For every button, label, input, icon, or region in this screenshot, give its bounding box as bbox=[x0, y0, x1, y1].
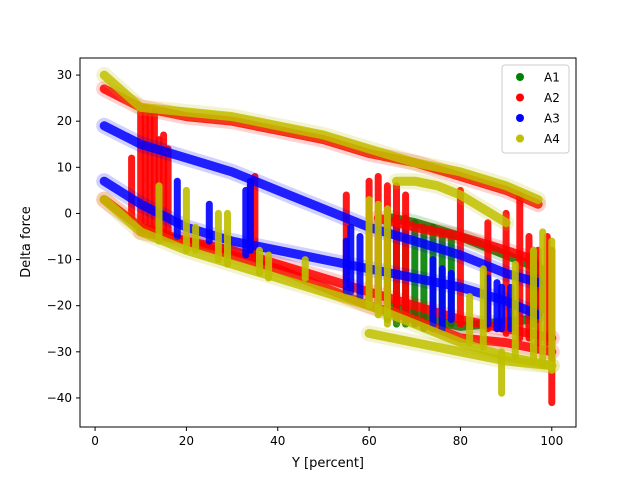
legend-label-A3: A3 bbox=[544, 112, 560, 126]
x-tick-label: 60 bbox=[361, 434, 376, 448]
y-tick-label: 20 bbox=[57, 114, 72, 128]
legend-marker-A2 bbox=[516, 93, 524, 102]
legend-marker-A3 bbox=[516, 114, 524, 122]
legend: A1 A2 A3 A4 bbox=[501, 64, 570, 154]
y-tick-label: −40 bbox=[47, 391, 72, 405]
axes-frame bbox=[79, 57, 577, 428]
x-tick-label: 0 bbox=[91, 434, 99, 448]
y-tick-label: 30 bbox=[57, 68, 72, 82]
series-A3 bbox=[96, 117, 547, 333]
plot-area bbox=[96, 67, 560, 407]
x-tick-label: 40 bbox=[270, 434, 285, 448]
legend-marker-A4 bbox=[516, 134, 524, 143]
series-A4-band bbox=[99, 195, 557, 371]
x-axis-label: Y [percent] bbox=[291, 456, 364, 471]
series-A3-band bbox=[99, 121, 543, 288]
series-A4-band bbox=[99, 70, 543, 205]
y-tick-label: −10 bbox=[47, 253, 72, 267]
y-tick-label: 10 bbox=[57, 160, 72, 174]
y-axis-label: Delta force bbox=[19, 206, 34, 278]
x-tick-label: 20 bbox=[179, 434, 194, 448]
y-tick-label: −30 bbox=[47, 345, 72, 359]
series-A3-band bbox=[99, 176, 543, 320]
series-A4-band bbox=[392, 176, 511, 228]
x-tick-label: 80 bbox=[453, 434, 468, 448]
x-axis: 0 20 40 60 80 100 bbox=[91, 427, 563, 448]
y-tick-label: −20 bbox=[47, 299, 72, 313]
series-A4-band bbox=[364, 328, 557, 371]
legend-label-A4: A4 bbox=[544, 132, 560, 146]
x-tick-label: 100 bbox=[540, 434, 563, 448]
y-axis: −40 −30 −20 −10 0 10 20 30 bbox=[47, 68, 80, 405]
legend-label-A2: A2 bbox=[544, 91, 560, 105]
series-A4 bbox=[96, 67, 560, 397]
legend-marker-A1 bbox=[516, 73, 524, 81]
legend-box bbox=[501, 64, 570, 154]
y-tick-label: 0 bbox=[64, 206, 72, 220]
legend-label-A1: A1 bbox=[544, 71, 560, 85]
